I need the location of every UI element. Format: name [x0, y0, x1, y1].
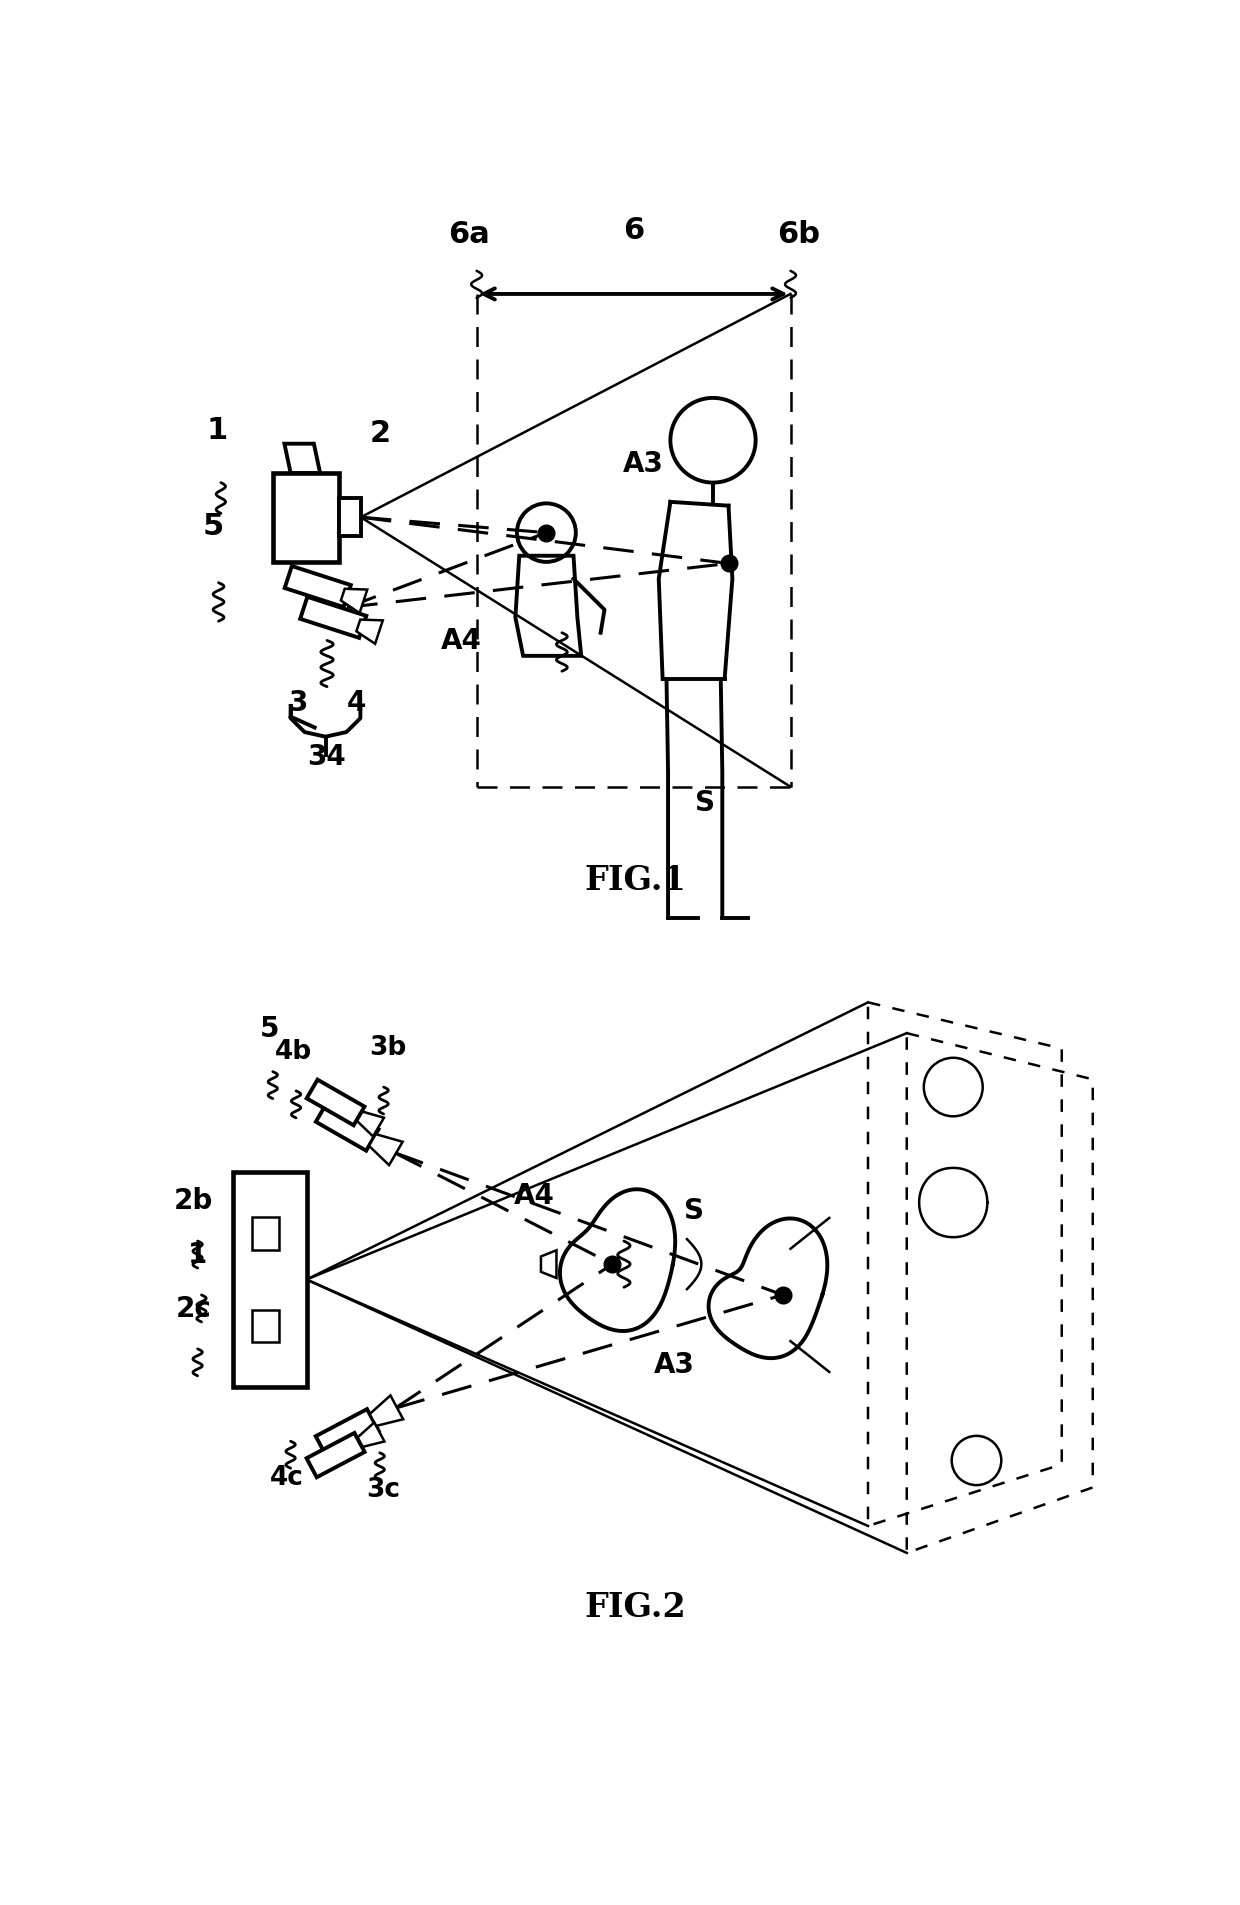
- Polygon shape: [357, 1113, 384, 1137]
- Text: A4: A4: [440, 627, 481, 655]
- Text: 6a: 6a: [448, 219, 490, 250]
- Text: 1: 1: [206, 415, 228, 446]
- Text: S: S: [696, 789, 715, 817]
- Polygon shape: [273, 474, 339, 562]
- Text: A3: A3: [653, 1351, 694, 1379]
- Polygon shape: [370, 1396, 403, 1427]
- Polygon shape: [233, 1172, 306, 1387]
- Text: 2b: 2b: [174, 1187, 213, 1215]
- Text: FIG.1: FIG.1: [584, 863, 687, 895]
- Polygon shape: [316, 1101, 378, 1151]
- Polygon shape: [284, 444, 320, 474]
- Polygon shape: [341, 589, 367, 613]
- Text: 34: 34: [308, 743, 346, 770]
- Text: FIG.2: FIG.2: [584, 1591, 687, 1623]
- Text: 1: 1: [188, 1240, 207, 1269]
- Text: A4: A4: [515, 1181, 556, 1210]
- Text: 6b: 6b: [776, 219, 820, 250]
- Text: 3b: 3b: [368, 1034, 407, 1061]
- Text: 5: 5: [202, 512, 223, 541]
- Text: A3: A3: [622, 450, 663, 478]
- Polygon shape: [357, 1423, 384, 1448]
- Text: S: S: [683, 1196, 703, 1225]
- Text: 5: 5: [260, 1015, 279, 1042]
- Polygon shape: [339, 499, 361, 537]
- Polygon shape: [285, 568, 351, 608]
- Text: 4c: 4c: [270, 1465, 304, 1490]
- Polygon shape: [306, 1433, 365, 1478]
- Text: 6: 6: [622, 215, 645, 244]
- Polygon shape: [306, 1080, 365, 1126]
- Text: 2: 2: [370, 419, 391, 448]
- Text: 2c: 2c: [176, 1293, 212, 1322]
- Polygon shape: [300, 598, 366, 638]
- Polygon shape: [370, 1135, 403, 1166]
- Polygon shape: [356, 621, 383, 644]
- Polygon shape: [316, 1410, 378, 1457]
- Text: 4: 4: [347, 690, 366, 716]
- Text: 3: 3: [289, 690, 308, 716]
- Text: 3c: 3c: [367, 1476, 401, 1503]
- Text: 4b: 4b: [274, 1038, 311, 1065]
